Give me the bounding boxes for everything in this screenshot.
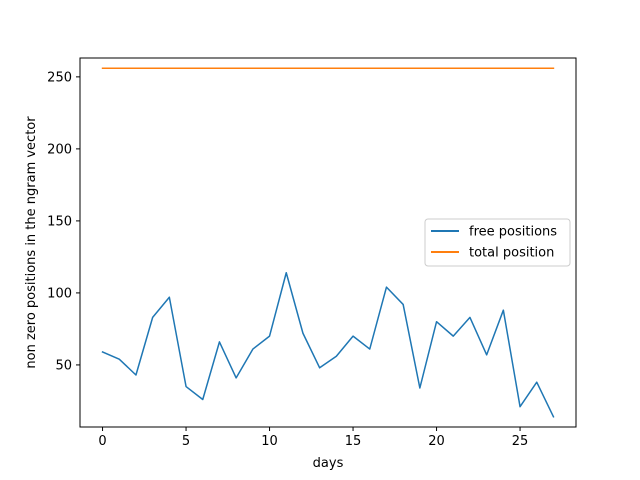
- x-axis: 0 5 10 15 20 25: [98, 427, 528, 449]
- y-tick-label: 100: [47, 286, 72, 301]
- series-layer: [101, 67, 555, 418]
- x-tick-label: 20: [428, 434, 445, 449]
- y-tick-label: 150: [47, 214, 72, 229]
- x-tick-label: 5: [182, 434, 190, 449]
- y-tick-label: 200: [47, 142, 72, 157]
- x-tick-label: 0: [98, 434, 106, 449]
- y-axis-label: non zero positions in the ngram vector: [24, 116, 39, 369]
- x-tick-label: 15: [345, 434, 362, 449]
- y-tick-label: 250: [47, 70, 72, 85]
- legend-box: [424, 218, 571, 267]
- x-tick-label: 10: [261, 434, 278, 449]
- x-tick-label: 25: [512, 434, 529, 449]
- y-axis: 50 100 150 200 250: [47, 70, 80, 373]
- legend: free positions total position: [424, 218, 571, 267]
- x-axis-label: days: [313, 456, 344, 471]
- plot-area-frame: [79, 57, 577, 428]
- y-tick-label: 50: [55, 358, 72, 373]
- legend-label-total-position: total position: [469, 246, 554, 261]
- legend-label-free-positions: free positions: [469, 225, 557, 240]
- series-line-free-positions: [101, 272, 555, 418]
